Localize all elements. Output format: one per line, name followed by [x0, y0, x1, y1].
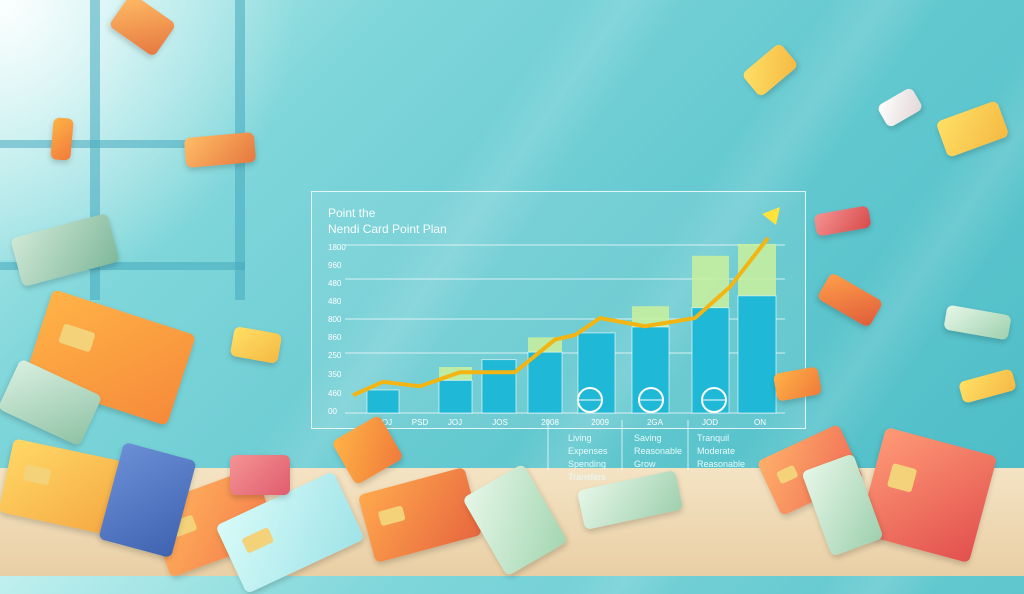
legend-line: Transfers — [568, 472, 606, 482]
y-tick-label: 350 — [328, 370, 342, 379]
bar — [737, 295, 777, 414]
chart-title-line1: Point the — [328, 206, 376, 220]
bar — [438, 379, 473, 414]
y-tick-label: 480 — [328, 297, 342, 306]
chip-icon — [241, 526, 275, 554]
chip-icon — [775, 464, 800, 485]
x-tick-label: 2008 — [541, 418, 559, 427]
x-tick-label: JOD — [702, 418, 718, 427]
y-tick-label: 800 — [328, 315, 342, 324]
legend-title: Living — [568, 433, 592, 443]
window-frame — [90, 0, 100, 300]
legend-line: Spending — [568, 459, 607, 469]
legend-tranquil: Tranquil Moderate Reasonable — [697, 432, 745, 471]
bar — [691, 307, 730, 414]
bar — [481, 359, 517, 414]
chart: 1800 960 480 480 800 860 250 350 460 00 JOJ PSD JOJ J… — [328, 207, 780, 427]
x-tick-label: 2GA — [647, 418, 664, 427]
bar — [527, 351, 563, 414]
trend-arrowhead — [762, 207, 780, 225]
legend-title: Tranquil — [697, 433, 730, 443]
y-tick-label: 1800 — [328, 243, 346, 252]
window-frame — [0, 140, 245, 148]
y-tick-label: 460 — [328, 389, 342, 398]
bar-highlight — [692, 255, 729, 308]
chip-icon — [58, 322, 96, 353]
bar — [577, 332, 616, 414]
legend-line: Moderate — [697, 446, 736, 456]
chip-icon — [22, 463, 52, 486]
bar — [366, 389, 400, 414]
credit-card — [230, 455, 290, 495]
x-tick-label: JOJ — [448, 418, 462, 427]
legend-line: Expenses — [568, 446, 608, 456]
y-tick-label: 250 — [328, 351, 342, 360]
chip-icon — [886, 463, 918, 493]
legend-title: Saving — [634, 433, 662, 443]
coin — [50, 117, 74, 161]
legend-line: Grow — [634, 459, 656, 469]
legend-line: Reasonable — [634, 446, 683, 456]
x-tick-label: ON — [754, 418, 766, 427]
y-tick-label: 480 — [328, 279, 342, 288]
x-tick-label: JOJ — [378, 418, 392, 427]
x-tick-label: PSD — [412, 418, 429, 427]
y-tick-label: 860 — [328, 333, 342, 342]
chip-icon — [378, 505, 406, 527]
legend-line: Reasonable — [697, 459, 746, 469]
x-tick-label: JOS — [492, 418, 508, 427]
card-stack — [183, 132, 257, 168]
trend-line — [352, 236, 770, 398]
y-tick-label: 00 — [328, 407, 337, 416]
legend-saving: Saving Reasonable Grow — [634, 432, 682, 471]
bar-highlight — [632, 306, 669, 327]
x-tick-label: 2009 — [591, 418, 609, 427]
window-frame — [0, 262, 245, 270]
legend-living: Living Expenses Spending Transfers — [568, 432, 608, 484]
chart-title-line2: Nendi Card Point Plan — [328, 222, 447, 236]
y-tick-label: 960 — [328, 261, 342, 270]
